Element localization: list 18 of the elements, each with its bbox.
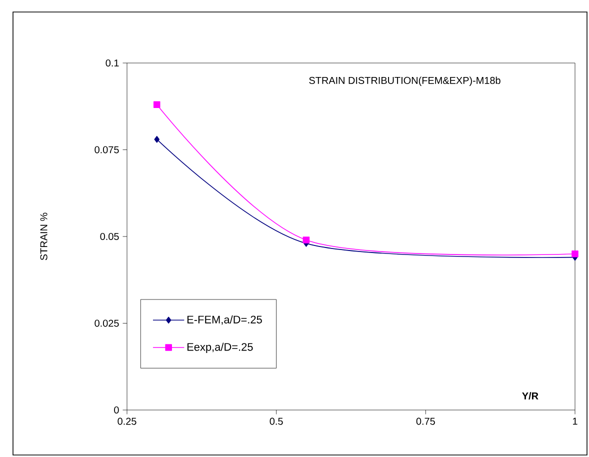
y-axis-title: STRAIN % bbox=[40, 212, 48, 260]
point bbox=[302, 236, 310, 244]
text: STRAIN DISTRIBUTION(FEM&EXP)-M18b bbox=[309, 76, 500, 86]
x-tick-label: 1 bbox=[572, 418, 578, 425]
x-tick-label: 0.75 bbox=[416, 418, 435, 425]
x-axis-title: Y/R bbox=[522, 392, 538, 400]
y-tick-label: 0.075 bbox=[94, 146, 119, 154]
point bbox=[154, 136, 160, 143]
y-tick-label: 0.025 bbox=[94, 320, 119, 327]
point bbox=[572, 250, 578, 258]
x-tick-label: 0.25 bbox=[118, 418, 136, 425]
y-tick-label: 0 bbox=[114, 406, 119, 414]
point bbox=[153, 101, 160, 108]
y-tick-label: 0.1 bbox=[106, 59, 119, 67]
y-tick-label: 0.05 bbox=[100, 232, 119, 240]
x-tick-label: 0.5 bbox=[270, 418, 283, 425]
legend-label: Eexp,a/D=.25 bbox=[187, 342, 253, 353]
legend-label: E-FEM,a/D=.25 bbox=[187, 315, 262, 325]
